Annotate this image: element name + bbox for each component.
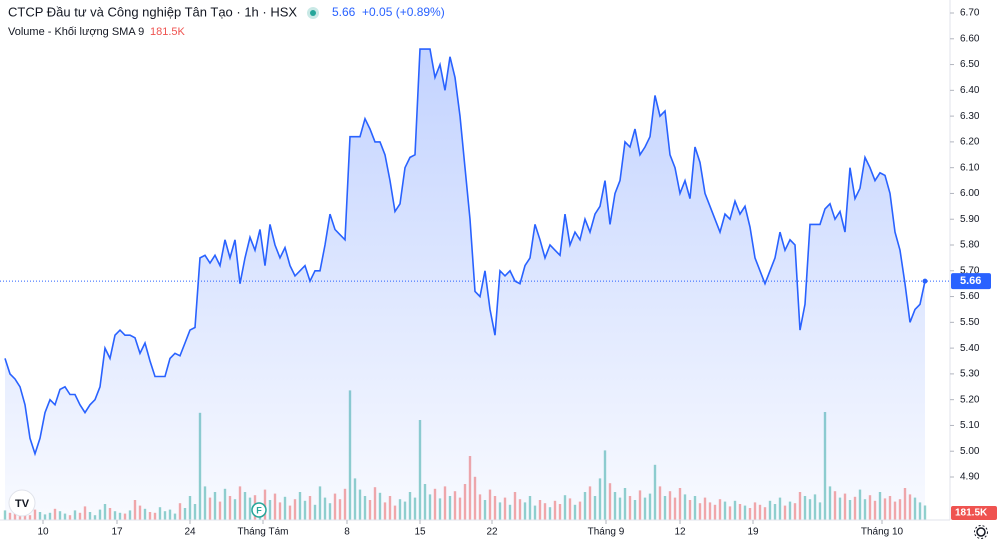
y-tick-label: 6.30: [960, 111, 980, 122]
svg-text:TV: TV: [15, 498, 30, 510]
x-tick-label: Tháng 9: [588, 527, 625, 538]
last-price-label: 5.66: [960, 275, 981, 287]
x-tick-label: 22: [486, 527, 498, 538]
y-tick-label: 5.90: [960, 214, 980, 225]
x-tick-label: 24: [184, 527, 196, 538]
svg-text:F: F: [256, 505, 262, 515]
area-fill: [5, 49, 925, 520]
settings-icon[interactable]: [974, 525, 988, 539]
x-tick-label: 15: [414, 527, 426, 538]
last-point: [922, 278, 928, 284]
y-tick-label: 6.20: [960, 137, 980, 148]
y-tick-label: 5.70: [960, 265, 980, 276]
tv-logo: TV: [8, 489, 36, 517]
x-tick-label: 12: [674, 527, 686, 538]
y-tick-label: 5.60: [960, 291, 980, 302]
y-tick-label: 5.30: [960, 369, 980, 380]
y-tick-label: 5.40: [960, 343, 980, 354]
last-volume-box: [951, 506, 997, 520]
y-tick-label: 5.00: [960, 446, 980, 457]
y-tick-label: 6.00: [960, 188, 980, 199]
y-tick-label: 6.40: [960, 85, 980, 96]
y-tick-label: 5.80: [960, 240, 980, 251]
y-tick-label: 6.10: [960, 162, 980, 173]
y-tick-label: 6.50: [960, 59, 980, 70]
last-volume-label: 181.5K: [955, 508, 988, 519]
y-tick-label: 4.90: [960, 472, 980, 483]
chart-title: CTCP Đầu tư và Công nghiệp Tân Tạo · 1h …: [8, 4, 297, 19]
event-icon: F: [251, 502, 267, 518]
x-tick-label: Tháng Tám: [238, 527, 289, 538]
x-tick-label: 10: [37, 527, 49, 538]
x-tick-label: 19: [747, 527, 759, 538]
y-tick-label: 5.20: [960, 394, 980, 405]
x-tick-label: 17: [111, 527, 123, 538]
y-tick-label: 6.60: [960, 33, 980, 44]
y-tick-label: 5.50: [960, 317, 980, 328]
volume-value: 181.5K: [150, 26, 186, 38]
last-price-box: [951, 273, 991, 290]
x-tick-label: 8: [344, 527, 350, 538]
x-tick-label: Tháng 10: [861, 527, 904, 538]
y-tick-label: 6.70: [960, 8, 980, 19]
header-price: 5.66: [332, 5, 356, 19]
volume-title: Volume - Khối lượng SMA 9: [8, 26, 144, 38]
header-change: +0.05 (+0.89%): [362, 5, 445, 19]
status-dot: [310, 10, 316, 16]
plot-area: [0, 48, 950, 520]
y-tick-label: 5.10: [960, 420, 980, 431]
price-line: [4, 48, 926, 457]
